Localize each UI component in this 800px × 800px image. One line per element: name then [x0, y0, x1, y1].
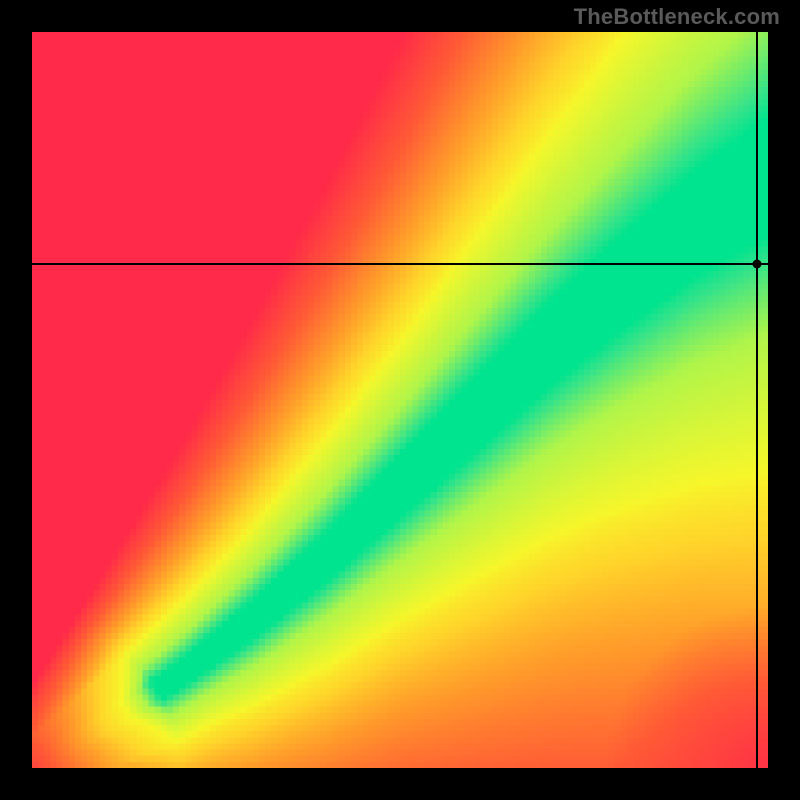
- crosshair-horizontal: [32, 263, 768, 265]
- attribution-text: TheBottleneck.com: [574, 4, 780, 30]
- crosshair-vertical: [756, 32, 758, 768]
- heatmap-canvas: [32, 32, 768, 768]
- plot-frame: [32, 32, 768, 768]
- crosshair-dot: [752, 259, 761, 268]
- chart-wrapper: TheBottleneck.com: [0, 0, 800, 800]
